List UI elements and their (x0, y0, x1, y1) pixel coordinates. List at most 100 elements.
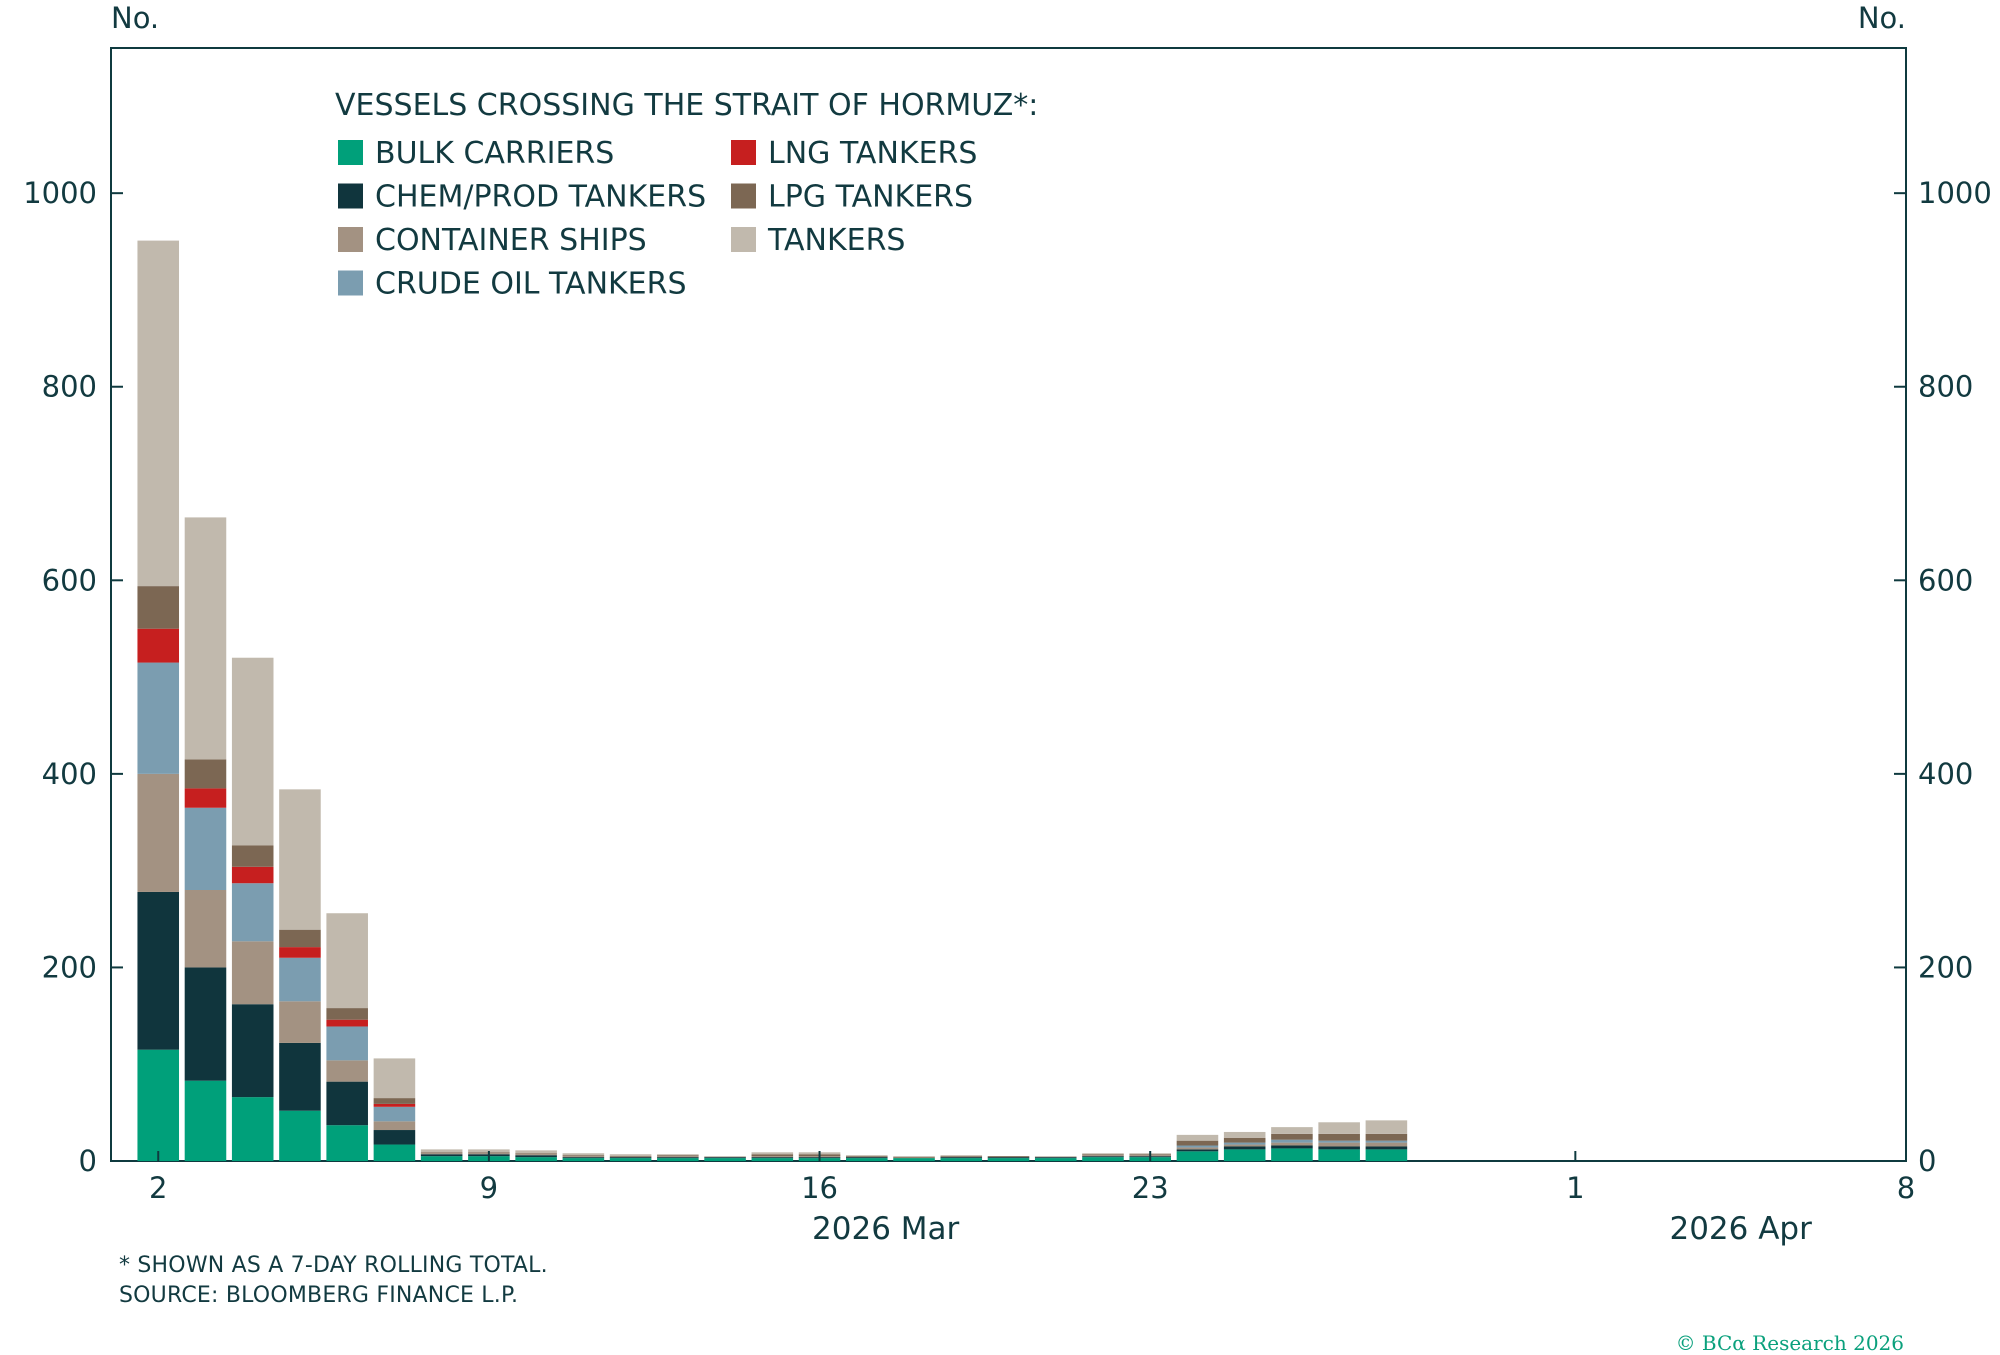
bar-segment-container-ships (1176, 1147, 1219, 1150)
x-tick-label: 23 (1132, 1171, 1169, 1205)
bar-segment-tankers (704, 1156, 746, 1158)
bar-segment-chem-prod-tankers (184, 967, 227, 1081)
bar-segment-bulk-carriers (1223, 1149, 1266, 1161)
bar-segment-container-ships (279, 1001, 321, 1043)
bar-segment-lpg-tankers (373, 1098, 416, 1104)
bar-segment-tankers (184, 517, 227, 760)
bar-segment-crude-oil-tankers (1176, 1145, 1219, 1148)
bar-segment-chem-prod-tankers (231, 1004, 274, 1098)
x-tick-label: 2 (149, 1171, 167, 1205)
legend-label: BULK CARRIERS (375, 136, 614, 171)
bar-segment-bulk-carriers (184, 1080, 227, 1161)
bar-segment-crude-oil-tankers (231, 883, 274, 942)
bar-segment-chem-prod-tankers (940, 1157, 983, 1159)
bar-segment-chem-prod-tankers (1365, 1146, 1408, 1150)
bar-segment-lpg-tankers (1271, 1133, 1313, 1140)
bar-segment-container-ships (231, 941, 274, 1005)
bar-segment-bulk-carriers (987, 1158, 1030, 1161)
bar-segment-lng-tankers (326, 1019, 368, 1027)
legend-label: LPG TANKERS (768, 180, 973, 215)
bar-segment-container-ships (137, 773, 180, 892)
bar-segment-chem-prod-tankers (1271, 1145, 1313, 1149)
bar-segment-crude-oil-tankers (1271, 1139, 1313, 1143)
bar-segment-crude-oil-tankers (1318, 1140, 1360, 1143)
bar-segment-bulk-carriers (893, 1158, 935, 1161)
bar-segment-bulk-carriers (609, 1158, 652, 1161)
bar-segment-tankers (231, 657, 274, 846)
bar-segment-lpg-tankers (846, 1156, 888, 1158)
legend-label: CONTAINER SHIPS (375, 223, 647, 258)
bar-segment-container-ships (1223, 1144, 1266, 1147)
bar-segment-tankers (609, 1154, 652, 1157)
right-y-tick-label: 800 (1918, 370, 1973, 404)
bar-segment-bulk-carriers (704, 1158, 746, 1161)
bar-segment-lpg-tankers (1176, 1140, 1219, 1146)
bar-segment-chem-prod-tankers (420, 1154, 463, 1157)
bar-segment-tankers (137, 240, 180, 587)
legend-swatch (338, 270, 363, 296)
bar-segment-tankers (751, 1152, 794, 1155)
bar-segment-bulk-carriers (1365, 1149, 1408, 1161)
legend-swatch (338, 140, 363, 165)
bar-segment-chem-prod-tankers (562, 1157, 605, 1159)
copyright: © BCα Research 2026 (1675, 1331, 1904, 1355)
right-axis-unit-label: No. (1858, 1, 1906, 35)
legend-label: CRUDE OIL TANKERS (375, 267, 687, 302)
bar-segment-tankers (1176, 1134, 1219, 1141)
bar-segment-container-ships (515, 1154, 557, 1156)
bar-segment-chem-prod-tankers (846, 1157, 888, 1159)
bar-segment-tankers (1223, 1131, 1266, 1138)
bar-segment-tankers (940, 1155, 983, 1157)
bar-segment-chem-prod-tankers (704, 1157, 746, 1159)
month-label: 2026 Apr (1669, 1211, 1812, 1247)
bar-segment-bulk-carriers (326, 1125, 368, 1161)
bar-segment-lpg-tankers (940, 1156, 983, 1158)
bar-segment-tankers (846, 1155, 888, 1157)
bar-segment-tankers (562, 1153, 605, 1156)
bar-segment-lpg-tankers (137, 586, 180, 629)
bar-segment-container-ships (373, 1121, 416, 1131)
left-y-tick-label: 800 (42, 370, 97, 404)
bar-segment-chem-prod-tankers (137, 891, 180, 1050)
legend-label: CHEM/PROD TANKERS (375, 180, 706, 215)
bar-segment-tankers (1365, 1120, 1408, 1134)
bar-segment-bulk-carriers (562, 1158, 605, 1161)
bar-segment-chem-prod-tankers (1034, 1157, 1077, 1159)
bar-segment-lpg-tankers (1082, 1154, 1124, 1156)
bar-segment-crude-oil-tankers (184, 807, 227, 891)
bar-segment-lpg-tankers (1365, 1133, 1408, 1141)
bar-segment-crude-oil-tankers (326, 1026, 368, 1061)
bar-segment-container-ships (1318, 1142, 1360, 1147)
bar-segment-lpg-tankers (1223, 1137, 1266, 1143)
month-label: 2026 Mar (812, 1211, 959, 1247)
bar-segment-tankers (420, 1149, 463, 1153)
x-tick-label: 16 (801, 1171, 838, 1205)
bar-segment-bulk-carriers (1176, 1151, 1219, 1161)
bar-segment-crude-oil-tankers (1365, 1140, 1408, 1143)
legend-swatch (731, 227, 756, 252)
bar-segment-container-ships (326, 1060, 368, 1082)
bar-segment-lpg-tankers (326, 1008, 368, 1020)
bar-segment-tankers (1034, 1156, 1077, 1158)
bar-segment-chem-prod-tankers (515, 1155, 557, 1158)
bar-segment-chem-prod-tankers (987, 1157, 1030, 1159)
source-note: SOURCE: BLOOMBERG FINANCE L.P. (119, 1283, 519, 1308)
bar-segment-bulk-carriers (137, 1049, 180, 1161)
right-y-tick-label: 200 (1918, 950, 1973, 984)
bar-segment-container-ships (562, 1156, 605, 1158)
bar-segment-tankers (515, 1150, 557, 1154)
legend-swatch (731, 140, 756, 165)
bar-segment-bulk-carriers (846, 1158, 888, 1161)
bar-segment-tankers (468, 1149, 510, 1153)
bar-segment-bulk-carriers (751, 1158, 794, 1161)
left-y-tick-label: 400 (42, 757, 97, 791)
plot-frame (110, 47, 1907, 1162)
bar-segment-bulk-carriers (940, 1158, 983, 1161)
right-y-tick-label: 400 (1918, 757, 1973, 791)
bar-segment-bulk-carriers (1318, 1149, 1360, 1161)
right-y-tick-label: 600 (1918, 563, 1973, 597)
left-y-tick-label: 1000 (23, 176, 97, 210)
bar-segment-tankers (1318, 1122, 1360, 1134)
bar-segment-tankers (279, 789, 321, 930)
